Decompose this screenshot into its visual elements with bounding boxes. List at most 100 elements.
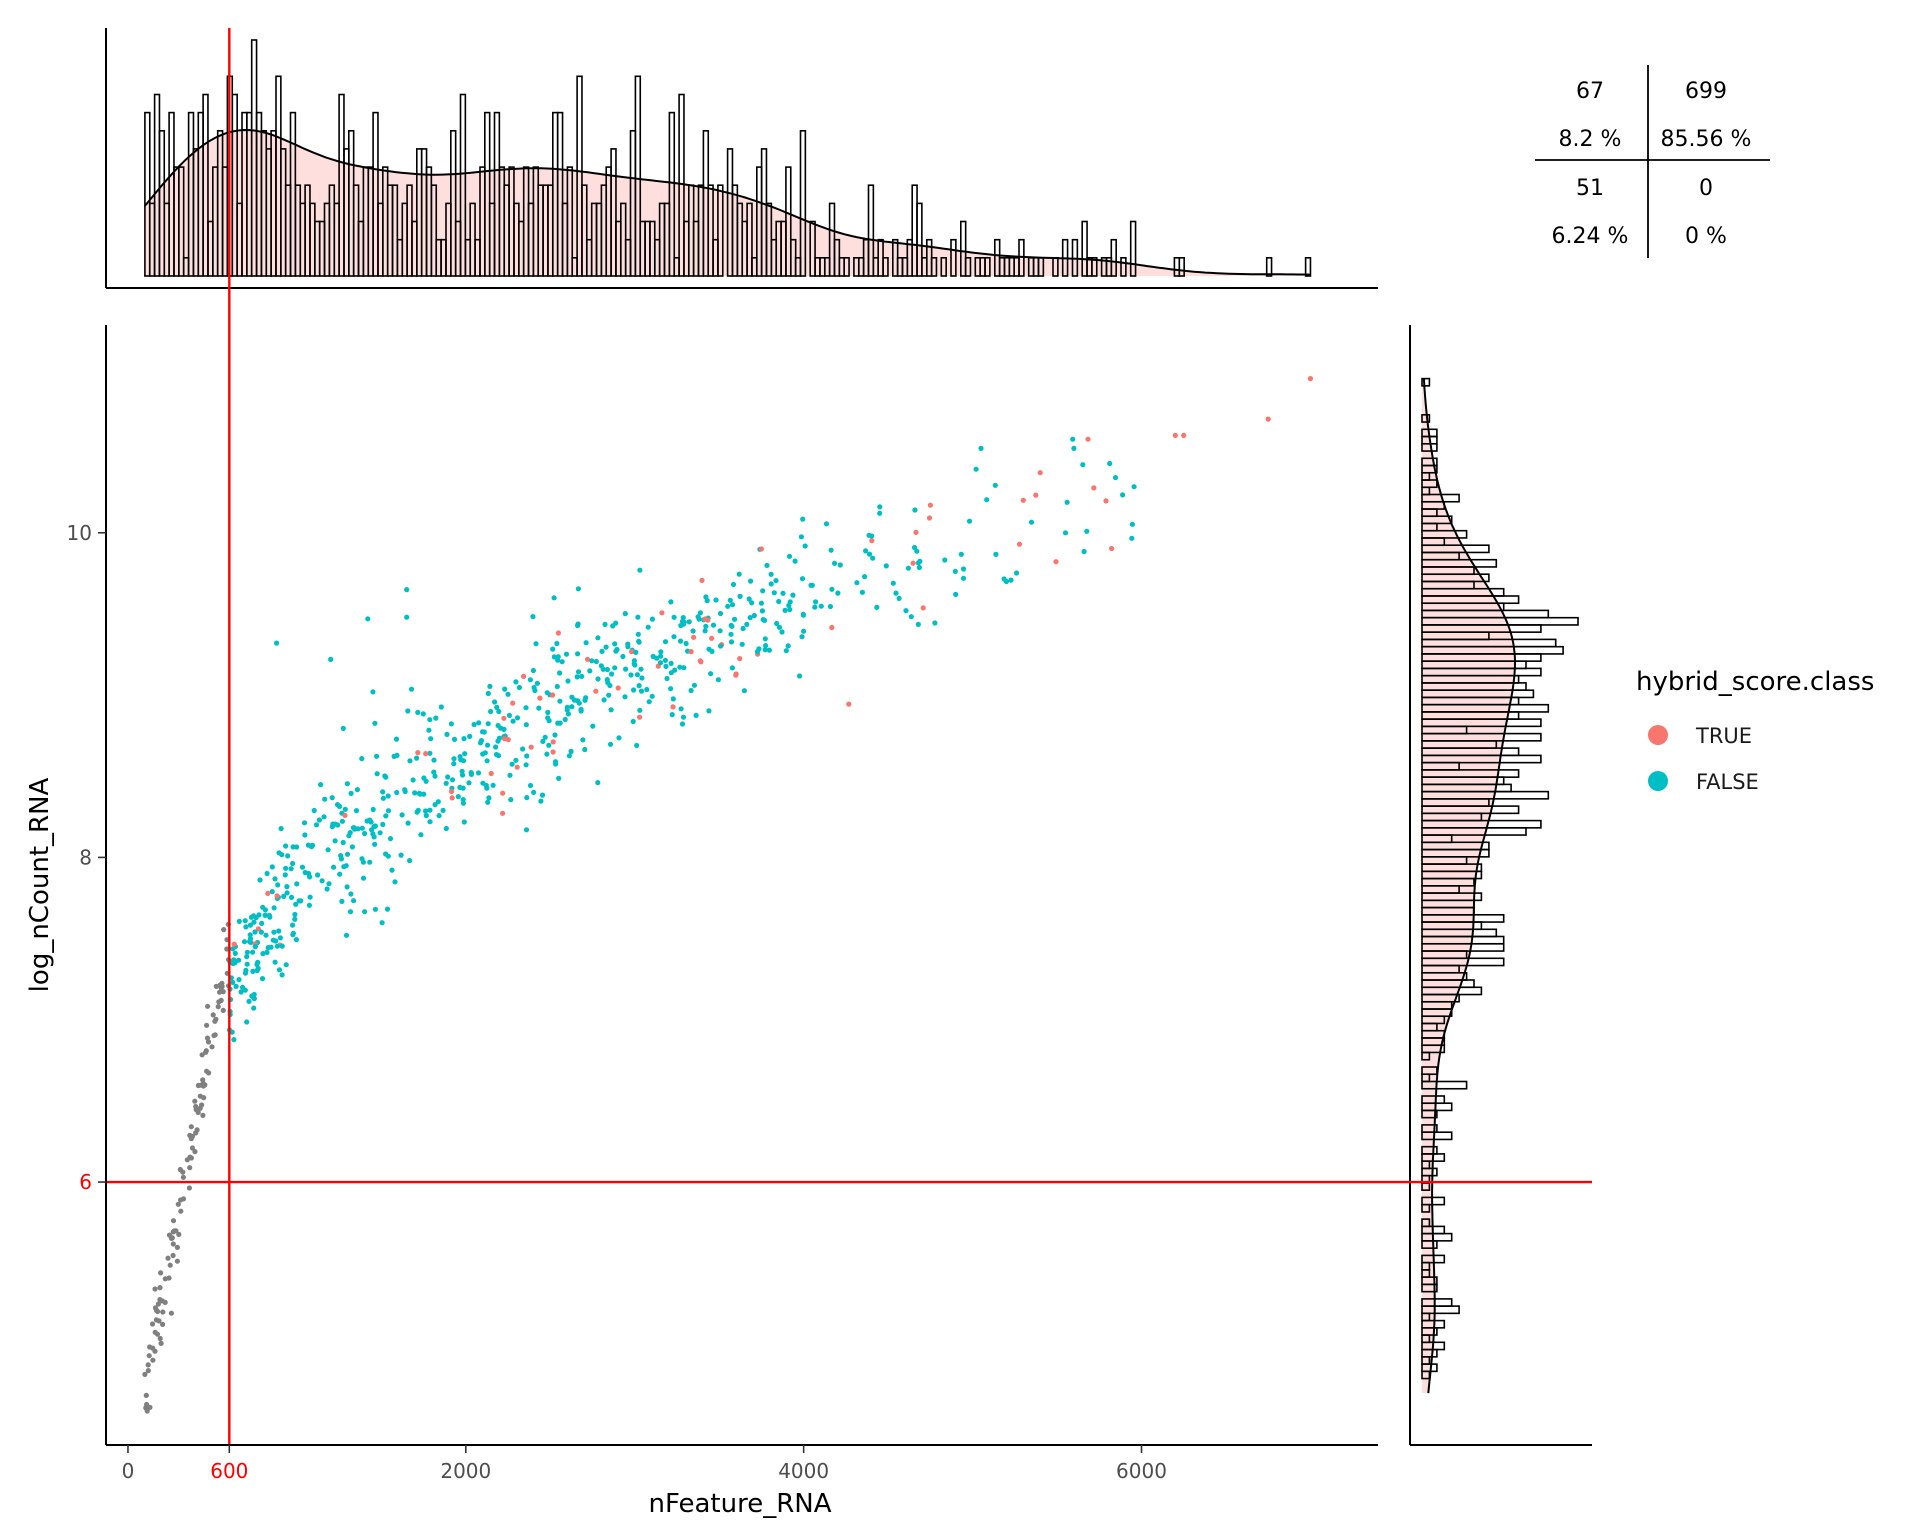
scatter-point (555, 657, 561, 663)
scatter-point (353, 808, 360, 814)
scatter-point (251, 991, 257, 998)
scatter-point (790, 592, 796, 598)
scatter-point (367, 859, 373, 865)
scatter-point (636, 638, 642, 645)
quadrant-count: 51 (1576, 176, 1604, 201)
scatter-point (737, 656, 743, 662)
scatter-point (1307, 376, 1313, 382)
x-tick-label: 600 (210, 1459, 248, 1483)
scatter-point (546, 718, 552, 724)
scatter-point (530, 614, 536, 620)
scatter-point (180, 1174, 186, 1180)
scatter-point (717, 628, 723, 634)
scatter-point (799, 576, 806, 582)
scatter-point (566, 753, 573, 759)
top-hist-bar (1304, 256, 1312, 277)
scatter-point (365, 616, 371, 622)
top-hist-bar (717, 184, 724, 277)
scatter-point (174, 1244, 180, 1250)
scatter-point (155, 1301, 161, 1307)
scatter-point (448, 788, 455, 795)
scatter-point (679, 721, 686, 727)
scatter-point (578, 708, 584, 714)
scatter-point (575, 698, 581, 704)
scatter-point (612, 641, 618, 647)
scatter-point (1107, 460, 1113, 467)
scatter-point (176, 1231, 182, 1237)
top-hist-bar (1110, 238, 1117, 277)
scatter-point (818, 603, 824, 609)
scatter-point (193, 1103, 199, 1110)
scatter-point (1084, 528, 1090, 534)
scatter-point (869, 538, 875, 544)
scatter-point (383, 851, 389, 857)
scatter-point (604, 666, 611, 673)
scatter-point (575, 621, 581, 627)
scatter-point (271, 929, 277, 935)
scatter-point (486, 795, 492, 801)
right-hist-bar (1421, 1124, 1438, 1133)
scatter-point (451, 761, 457, 767)
scatter-point (703, 594, 709, 600)
scatter-point (329, 795, 335, 801)
scatter-point (322, 796, 328, 802)
right-hist-bar (1421, 544, 1490, 554)
scatter-point (215, 1004, 221, 1010)
scatter-point (236, 977, 242, 983)
scatter-point (527, 677, 534, 683)
scatter-point (614, 646, 620, 653)
scatter-point (809, 582, 815, 588)
scatter-point (485, 742, 491, 748)
scatter-point (193, 1130, 199, 1136)
scatter-point (351, 898, 357, 904)
scatter-point (630, 718, 636, 725)
quadrant-count-table: 67 8.2 % 699 85.56 % 51 6.24 % 0 0 % (1535, 65, 1770, 258)
scatter-point (362, 909, 368, 915)
scatter-point (405, 820, 411, 826)
scatter-point (272, 959, 278, 965)
scatter-point (530, 667, 537, 674)
scatter-point (668, 660, 674, 667)
scatter-point (631, 658, 638, 664)
scatter-point (671, 614, 677, 620)
scatter-point (637, 714, 643, 720)
scatter-point (782, 607, 788, 614)
right-density-curve (1422, 378, 1517, 1394)
scatter-point (302, 869, 308, 876)
scatter-point (449, 777, 456, 783)
scatter-point (423, 751, 429, 757)
scatter-point (290, 930, 296, 936)
scatter-point (744, 621, 750, 628)
scatter-point (444, 731, 450, 738)
scatter-point (213, 983, 219, 990)
scatter-point (383, 813, 389, 819)
scatter-point (231, 957, 237, 963)
scatter-point (394, 789, 400, 796)
scatter-point (200, 1080, 206, 1087)
scatter-point (339, 898, 345, 905)
scatter-point (255, 965, 261, 971)
scatter-point (1016, 541, 1023, 547)
scatter-point (510, 718, 516, 724)
scatter-point (774, 620, 780, 627)
scatter-point (629, 649, 635, 655)
scatter-point (274, 640, 280, 646)
scatter-point (209, 1044, 215, 1050)
scatter-point (199, 1102, 205, 1108)
scatter-point (557, 698, 563, 704)
scatter-point (575, 669, 582, 675)
scatter-point (259, 976, 266, 982)
scatter-point (347, 830, 353, 836)
top-hist-bar (566, 166, 574, 277)
scatter-point (246, 998, 252, 1005)
scatter-point (746, 596, 752, 602)
scatter-point (762, 617, 768, 624)
scatter-point (201, 1095, 207, 1101)
scatter-point (492, 699, 498, 705)
scatter-point (1020, 497, 1026, 503)
scatter-point (859, 589, 866, 595)
scatter-point (606, 692, 612, 698)
scatter-point (264, 870, 270, 877)
scatter-point (1081, 548, 1087, 555)
top-hist-bar (391, 184, 399, 277)
